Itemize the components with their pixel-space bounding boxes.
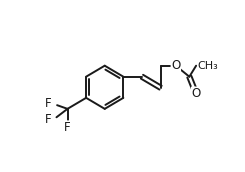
Text: CH₃: CH₃ [198,61,219,71]
Text: F: F [45,113,51,126]
Text: O: O [192,87,201,100]
Text: F: F [45,97,51,110]
Text: O: O [171,59,180,72]
Text: F: F [64,121,71,134]
